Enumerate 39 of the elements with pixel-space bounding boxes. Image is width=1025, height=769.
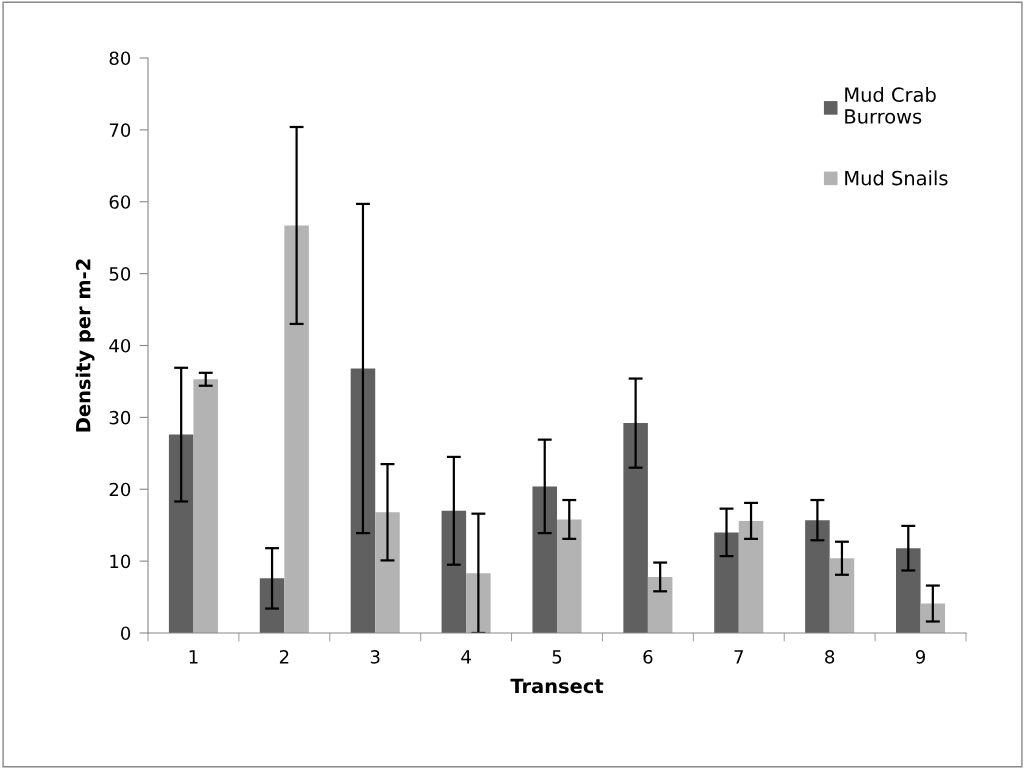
bar: [193, 379, 218, 633]
x-tick-label: 1: [189, 650, 198, 664]
bar: [829, 558, 855, 633]
y-tick-label: 20: [109, 482, 131, 497]
bar: [896, 548, 921, 633]
y-tick-label: 50: [109, 267, 131, 281]
bar: [805, 520, 830, 633]
x-tick-label: 3: [370, 649, 380, 664]
bar: [284, 225, 309, 633]
y-tick-label: 10: [110, 554, 131, 569]
y-tick-label: 70: [109, 123, 131, 137]
x-tick-label: 5: [552, 650, 562, 664]
y-tick-label: 60: [109, 195, 131, 209]
x-tick-label: 6: [643, 649, 653, 664]
y-axis-title: Density per m-2: [75, 259, 95, 432]
y-tick-label: 40: [109, 338, 131, 353]
bar: [375, 512, 400, 633]
bar: [466, 573, 491, 633]
legend-label: Mud Snails: [845, 170, 948, 186]
x-tick-label: 9: [915, 649, 926, 664]
y-tick-label: 80: [109, 51, 131, 66]
y-tick-label: 0: [121, 626, 131, 641]
y-tick-label: 30: [109, 410, 131, 425]
bar: [532, 486, 557, 633]
x-tick-label: 2: [279, 649, 289, 664]
bar: [557, 519, 582, 633]
bar: [441, 510, 467, 633]
bar: [738, 520, 764, 633]
bar: [623, 423, 648, 633]
x-tick-label: 7: [734, 650, 743, 664]
bar: [168, 434, 194, 633]
bar: [259, 578, 285, 633]
x-axis-title: Transect: [510, 678, 604, 694]
x-tick-label: 8: [825, 649, 835, 664]
x-tick-label: 4: [461, 650, 471, 664]
bar: [350, 368, 376, 633]
bar: [647, 576, 673, 633]
legend-label: Mud Crab Burrows: [845, 87, 936, 124]
bar: [714, 532, 739, 633]
